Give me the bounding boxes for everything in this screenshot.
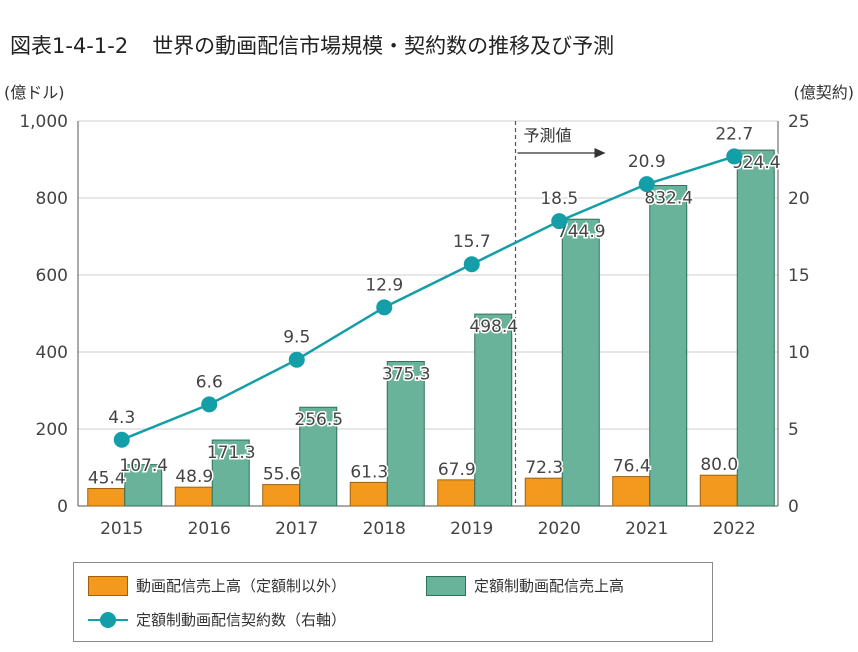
chart-number: 図表1-4-1-2 (10, 34, 129, 58)
bar-non-subscription (174, 486, 213, 507)
forecast-label: 予測値 (524, 126, 572, 145)
x-tick-label: 2016 (188, 519, 231, 539)
y-right-tick-label: 0 (788, 497, 799, 517)
y-right-unit-label: (億契約) (794, 83, 855, 102)
data-label-subscription: 498.4 (469, 317, 518, 337)
legend-label-subscription: 定額制動画配信売上高 (474, 577, 625, 595)
y-right-tick-label: 15 (788, 266, 810, 286)
data-label-subscription: 256.5 (294, 410, 343, 430)
x-tick-label: 2020 (538, 519, 581, 539)
y-left-unit-label: (億ドル) (4, 83, 65, 102)
x-tick-label: 2018 (363, 519, 406, 539)
bar-subscription (474, 313, 513, 507)
data-label-contracts: 6.6 (196, 372, 223, 392)
contracts-point (638, 176, 655, 193)
data-label-subscription: 924.4 (732, 153, 781, 173)
y-left-tick-label: 200 (36, 420, 68, 440)
bar-subscription (649, 185, 688, 507)
bar-subscription (299, 406, 338, 507)
bar-subscription (211, 439, 250, 507)
data-label-subscription: 375.3 (382, 365, 431, 385)
legend-label-non-subscription: 動画配信売上高（定額制以外） (136, 577, 347, 595)
data-label-subscription: 171.3 (207, 443, 256, 463)
data-label-non-subscription: 67.9 (438, 460, 476, 480)
legend: 動画配信売上高（定額制以外） 定額制動画配信売上高 定額制動画配信契約数（右軸） (73, 562, 713, 642)
contracts-point (376, 299, 393, 316)
data-label-contracts: 9.5 (283, 328, 310, 348)
data-label-subscription: 107.4 (119, 456, 168, 476)
chart-title: 図表1-4-1-2 世界の動画配信市場規模・契約数の推移及び予測 (10, 30, 614, 60)
y-left-tick-label: 600 (36, 266, 68, 286)
data-label-subscription: 744.9 (557, 222, 606, 242)
y-left-tick-label: 0 (57, 497, 68, 517)
contracts-point (463, 256, 480, 273)
bar-subscription (736, 149, 775, 507)
x-tick-label: 2021 (625, 519, 668, 539)
legend-item-non-subscription: 動画配信売上高（定額制以外） (88, 575, 346, 596)
legend-swatch-orange (88, 575, 128, 596)
legend-swatch-teal (426, 575, 466, 596)
x-tick-label: 2015 (100, 519, 143, 539)
data-label-non-subscription: 45.4 (88, 469, 126, 489)
data-label-contracts: 4.3 (108, 408, 135, 428)
forecast-arrow-head-icon (594, 148, 606, 158)
data-label-non-subscription: 72.3 (525, 458, 563, 478)
y-left-tick-label: 1,000 (19, 112, 68, 132)
y-right-tick-label: 10 (788, 343, 810, 363)
data-label-non-subscription: 76.4 (613, 457, 651, 477)
data-label-subscription: 832.4 (644, 189, 693, 209)
contracts-point (726, 148, 743, 165)
x-tick-label: 2019 (450, 519, 493, 539)
contracts-point (288, 351, 305, 368)
bar-non-subscription (349, 481, 388, 507)
combo-chart: 0 200 400 600 800 1,000 0 5 10 15 20 25 (億ドル) (億契約) 予測… (4, 83, 855, 539)
legend-line-marker-icon (88, 610, 128, 630)
data-label-contracts: 22.7 (715, 124, 753, 144)
data-label-contracts: 12.9 (365, 275, 403, 295)
data-label-non-subscription: 48.9 (175, 467, 213, 487)
bar-non-subscription (437, 479, 476, 507)
bar-subscription (561, 218, 600, 507)
legend-item-contracts: 定額制動画配信契約数（右軸） (88, 609, 346, 630)
bar-non-subscription (524, 477, 563, 507)
bar-subscription (124, 464, 163, 507)
legend-label-contracts: 定額制動画配信契約数（右軸） (136, 611, 347, 629)
data-label-non-subscription: 55.6 (263, 465, 301, 485)
data-label-contracts: 18.5 (540, 189, 578, 209)
x-tick-label: 2022 (713, 519, 756, 539)
y-left-tick-label: 800 (36, 189, 68, 209)
data-label-non-subscription: 80.0 (700, 455, 738, 475)
data-label-non-subscription: 61.3 (350, 462, 388, 482)
bar-non-subscription (612, 476, 651, 507)
x-tick-label: 2017 (275, 519, 318, 539)
legend-item-subscription: 定額制動画配信売上高 (426, 575, 624, 596)
y-right-tick-label: 20 (788, 189, 810, 209)
y-left-tick-label: 400 (36, 343, 68, 363)
bar-non-subscription (262, 484, 301, 507)
data-label-contracts: 15.7 (453, 232, 491, 252)
bar-non-subscription (699, 474, 738, 507)
contracts-point (201, 396, 218, 413)
contracts-line (121, 155, 735, 441)
bar-non-subscription (87, 488, 126, 507)
y-right-tick-label: 5 (788, 420, 799, 440)
contracts-point (113, 431, 130, 448)
data-label-contracts: 20.9 (628, 152, 666, 172)
bar-subscription (386, 361, 425, 507)
y-right-tick-label: 25 (788, 112, 810, 132)
contracts-point (551, 213, 568, 230)
chart-title-text: 世界の動画配信市場規模・契約数の推移及び予測 (152, 34, 615, 58)
